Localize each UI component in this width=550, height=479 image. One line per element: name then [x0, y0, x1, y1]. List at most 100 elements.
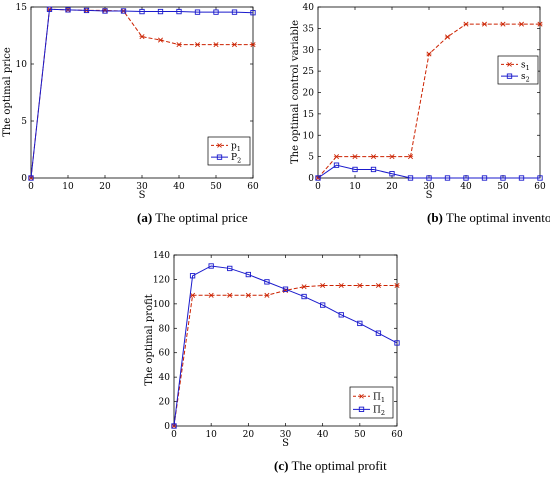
- x-tick-label: 40: [460, 182, 472, 192]
- data-point-square: [208, 263, 214, 269]
- y-tick-label: 5: [308, 153, 314, 163]
- y-axis-label: The optimal profit: [144, 294, 155, 386]
- series-line: [30, 8, 254, 179]
- series-blue: [171, 263, 400, 429]
- legend-marker: [217, 143, 222, 148]
- x-tick-label: 20: [99, 182, 111, 192]
- data-point-square: [231, 9, 238, 15]
- data-point-square: [394, 340, 400, 346]
- data-point-x: [194, 42, 201, 48]
- data-point-square: [518, 175, 525, 181]
- x-tick-label: 60: [391, 430, 403, 440]
- data-point-square: [171, 423, 177, 429]
- data-point-square: [120, 8, 127, 14]
- x-tick-label: 60: [534, 182, 546, 192]
- legend-marker: [506, 73, 513, 79]
- legend-box: [497, 55, 539, 85]
- x-tick-label: 50: [210, 182, 222, 192]
- y-tick-label: 0: [21, 174, 27, 184]
- y-tick-label: 20: [303, 89, 315, 99]
- legend-label: p1: [231, 141, 241, 153]
- y-tick-label: 0: [308, 174, 314, 184]
- x-tick-label: 20: [386, 182, 398, 192]
- data-point-square: [537, 175, 543, 181]
- y-tick-label: 20: [159, 398, 171, 408]
- data-point-x: [231, 42, 238, 48]
- data-point-square: [46, 6, 53, 12]
- y-tick-label: 35: [303, 24, 315, 34]
- legend-marker: [507, 62, 512, 67]
- data-point-square: [426, 175, 432, 181]
- x-axis-label: S: [282, 438, 289, 449]
- data-point-square: [315, 175, 321, 181]
- y-tick-label: 80: [159, 324, 171, 334]
- data-point-x: [426, 51, 432, 57]
- data-point-square: [338, 312, 344, 318]
- caption: (a) The optimal price: [137, 210, 248, 225]
- y-axis-label: The optimal price: [2, 47, 13, 137]
- y-axis-label: The optimal control variable: [290, 20, 301, 164]
- data-point-square: [176, 8, 182, 15]
- data-point-x: [227, 292, 233, 298]
- x-tick-label: 50: [354, 430, 366, 440]
- caption-letter: (b): [427, 210, 443, 225]
- x-tick-label: 30: [280, 430, 292, 440]
- data-point-x: [463, 21, 469, 27]
- data-point-square: [282, 286, 289, 292]
- x-tick-label: 40: [173, 182, 185, 192]
- data-point-square: [301, 293, 307, 300]
- data-point-square: [370, 166, 377, 173]
- data-point-square: [102, 8, 108, 14]
- data-point-square: [189, 273, 196, 279]
- chart-b: 0 10 20 30 40 50 60 0 5 10 15 20 25 30 35 40 S The optima…: [290, 3, 550, 225]
- data-point-square: [375, 330, 382, 336]
- data-point-square: [407, 175, 414, 181]
- y-tick-label: 140: [153, 251, 170, 261]
- x-tick-label: 0: [171, 430, 177, 440]
- data-point-square: [157, 8, 164, 15]
- data-point-x: [352, 154, 358, 160]
- series-red: [171, 283, 400, 429]
- series-blue: [315, 162, 543, 181]
- x-tick-label: 0: [315, 182, 321, 192]
- data-point-x: [444, 34, 451, 40]
- data-point-square: [28, 175, 34, 181]
- data-point-x: [213, 42, 219, 48]
- y-tick-label: 15: [16, 3, 28, 13]
- legend-marker: [359, 393, 364, 399]
- data-point-x: [389, 154, 395, 160]
- data-point-x: [189, 292, 196, 298]
- caption-text: The optimal inventory control variable: [443, 210, 550, 225]
- data-point-x: [338, 283, 344, 289]
- y-tick-label: 100: [153, 300, 170, 310]
- caption-letter: (a): [137, 210, 152, 225]
- legend-box: [207, 136, 251, 166]
- y-tick-label: 30: [303, 46, 315, 56]
- legend-label: Π1: [373, 392, 385, 404]
- series-line: [317, 23, 540, 179]
- legend-label: P2: [231, 153, 241, 165]
- data-point-x: [264, 292, 270, 298]
- x-tick-label: 10: [205, 430, 217, 440]
- data-point-x: [394, 283, 400, 289]
- data-point-square: [250, 10, 256, 16]
- data-point-square: [357, 320, 363, 327]
- legend-box: [349, 386, 394, 419]
- caption-letter: (c): [274, 458, 288, 473]
- data-point-square: [500, 175, 506, 181]
- series-blue: [28, 6, 256, 181]
- caption: (c) The optimal profit: [274, 458, 387, 473]
- y-tick-label: 40: [159, 373, 171, 383]
- data-point-square: [245, 271, 251, 278]
- x-axis-label: S: [426, 190, 433, 201]
- data-point-x: [208, 292, 214, 298]
- y-tick-label: 15: [303, 110, 315, 120]
- x-tick-label: 10: [62, 182, 74, 192]
- y-tick-label: 25: [303, 67, 315, 77]
- x-axis-label: S: [139, 190, 146, 201]
- data-point-square: [264, 279, 270, 285]
- data-point-square: [83, 7, 90, 14]
